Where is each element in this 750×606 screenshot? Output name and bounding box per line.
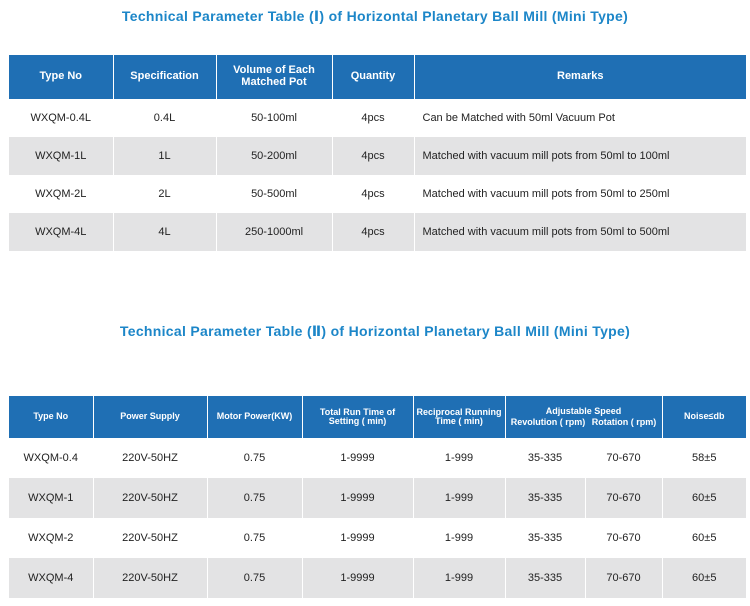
cell-power-supply: 220V-50HZ xyxy=(93,438,208,478)
cell-specification: 2L xyxy=(113,175,217,213)
cell-reciprocal-time: 1-999 xyxy=(413,558,506,598)
table-row: WXQM-1L 1L 50-200ml 4pcs Matched with va… xyxy=(9,137,746,175)
cell-rotation: 70-670 xyxy=(585,518,663,558)
header-quantity: Quantity xyxy=(332,55,415,99)
table-row: WXQM-4L 4L 250-1000ml 4pcs Matched with … xyxy=(9,213,746,251)
table-row: WXQM-4 220V-50HZ 0.75 1-9999 1-999 35-33… xyxy=(9,558,746,598)
cell-volume: 50-500ml xyxy=(216,175,333,213)
parameter-table-2: Type No Power Supply Motor Power(KW) Tot… xyxy=(9,396,746,598)
table-row: WXQM-1 220V-50HZ 0.75 1-9999 1-999 35-33… xyxy=(9,478,746,518)
cell-power-supply: 220V-50HZ xyxy=(93,558,208,598)
parameter-table-1: Type No Specification Volume of Each Mat… xyxy=(9,55,746,251)
cell-reciprocal-time: 1-999 xyxy=(413,438,506,478)
header-run-time: Total Run Time of Setting ( min) xyxy=(302,396,414,438)
table1-title: Technical Parameter Table (Ⅰ) of Horizon… xyxy=(121,8,629,24)
cell-remarks: Can be Matched with 50ml Vacuum Pot xyxy=(414,99,746,137)
table-row: WXQM-2 220V-50HZ 0.75 1-9999 1-999 35-33… xyxy=(9,518,746,558)
cell-remarks: Matched with vacuum mill pots from 50ml … xyxy=(414,175,746,213)
cell-reciprocal-time: 1-999 xyxy=(413,478,506,518)
cell-rotation: 70-670 xyxy=(585,478,663,518)
cell-noise: 60±5 xyxy=(662,558,746,598)
header-volume: Volume of Each Matched Pot xyxy=(216,55,333,99)
header-type-no: Type No xyxy=(9,55,114,99)
cell-type-no: WXQM-1L xyxy=(9,137,114,175)
cell-noise: 60±5 xyxy=(662,478,746,518)
cell-reciprocal-time: 1-999 xyxy=(413,518,506,558)
cell-volume: 50-100ml xyxy=(216,99,333,137)
cell-type-no: WXQM-0.4L xyxy=(9,99,114,137)
header-adjustable-speed: Adjustable Speed Revolution ( rpm) Rotat… xyxy=(505,396,663,438)
cell-run-time: 1-9999 xyxy=(302,518,414,558)
cell-rotation: 70-670 xyxy=(585,438,663,478)
cell-volume: 50-200ml xyxy=(216,137,333,175)
cell-remarks: Matched with vacuum mill pots from 50ml … xyxy=(414,213,746,251)
header-remarks: Remarks xyxy=(414,55,746,99)
cell-motor-power: 0.75 xyxy=(207,438,303,478)
cell-noise: 60±5 xyxy=(662,518,746,558)
cell-quantity: 4pcs xyxy=(332,137,415,175)
header-reciprocal-time: Reciprocal Running Time ( min) xyxy=(413,396,506,438)
table-row: WXQM-0.4 220V-50HZ 0.75 1-9999 1-999 35-… xyxy=(9,438,746,478)
cell-noise: 58±5 xyxy=(662,438,746,478)
cell-type-no: WXQM-1 xyxy=(9,478,94,518)
cell-run-time: 1-9999 xyxy=(302,478,414,518)
cell-motor-power: 0.75 xyxy=(207,518,303,558)
header-motor-power: Motor Power(KW) xyxy=(207,396,303,438)
cell-quantity: 4pcs xyxy=(332,175,415,213)
cell-type-no: WXQM-2L xyxy=(9,175,114,213)
table2-title: Technical Parameter Table (Ⅱ) of Horizon… xyxy=(119,323,631,339)
cell-power-supply: 220V-50HZ xyxy=(93,518,208,558)
table2-header-row: Type No Power Supply Motor Power(KW) Tot… xyxy=(9,396,746,438)
cell-type-no: WXQM-0.4 xyxy=(9,438,94,478)
cell-quantity: 4pcs xyxy=(332,99,415,137)
cell-run-time: 1-9999 xyxy=(302,558,414,598)
header-specification: Specification xyxy=(113,55,217,99)
cell-type-no: WXQM-4 xyxy=(9,558,94,598)
table1-header-row: Type No Specification Volume of Each Mat… xyxy=(9,55,746,99)
cell-specification: 1L xyxy=(113,137,217,175)
cell-specification: 0.4L xyxy=(113,99,217,137)
table-row: WXQM-0.4L 0.4L 50-100ml 4pcs Can be Matc… xyxy=(9,99,746,137)
cell-specification: 4L xyxy=(113,213,217,251)
cell-quantity: 4pcs xyxy=(332,213,415,251)
header-rotation: Rotation ( rpm) xyxy=(591,417,657,427)
header-revolution: Revolution ( rpm) xyxy=(510,417,586,427)
cell-run-time: 1-9999 xyxy=(302,438,414,478)
cell-revolution: 35-335 xyxy=(505,518,586,558)
cell-revolution: 35-335 xyxy=(505,558,586,598)
header-type-no: Type No xyxy=(9,396,94,438)
cell-rotation: 70-670 xyxy=(585,558,663,598)
header-speed-label: Adjustable Speed xyxy=(545,405,622,416)
cell-remarks: Matched with vacuum mill pots from 50ml … xyxy=(414,137,746,175)
table-row: WXQM-2L 2L 50-500ml 4pcs Matched with va… xyxy=(9,175,746,213)
cell-revolution: 35-335 xyxy=(505,438,586,478)
cell-volume: 250-1000ml xyxy=(216,213,333,251)
cell-motor-power: 0.75 xyxy=(207,478,303,518)
cell-revolution: 35-335 xyxy=(505,478,586,518)
cell-motor-power: 0.75 xyxy=(207,558,303,598)
cell-type-no: WXQM-2 xyxy=(9,518,94,558)
cell-power-supply: 220V-50HZ xyxy=(93,478,208,518)
header-power-supply: Power Supply xyxy=(93,396,208,438)
cell-type-no: WXQM-4L xyxy=(9,213,114,251)
header-noise: Noise≤db xyxy=(662,396,746,438)
